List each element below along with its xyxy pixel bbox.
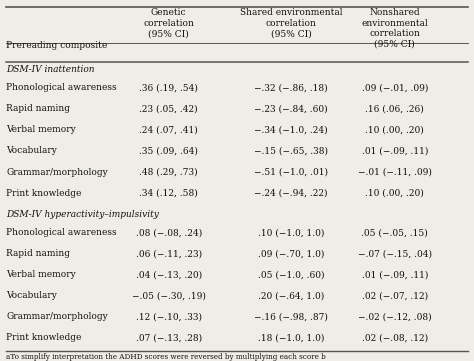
Text: −.16 (−.98, .87): −.16 (−.98, .87) — [254, 312, 328, 321]
Text: .23 (.05, .42): .23 (.05, .42) — [139, 104, 198, 113]
Text: Nonshared
environmental
correlation
(95% CI): Nonshared environmental correlation (95%… — [362, 8, 428, 48]
Text: .07 (−.13, .28): .07 (−.13, .28) — [136, 333, 202, 342]
Text: DSM-IV inattention: DSM-IV inattention — [6, 65, 95, 74]
Text: .16 (.06, .26): .16 (.06, .26) — [365, 104, 424, 113]
Text: .10 (.00, .20): .10 (.00, .20) — [365, 125, 424, 134]
Text: −.24 (−.94, .22): −.24 (−.94, .22) — [255, 188, 328, 197]
Text: .01 (−.09, .11): .01 (−.09, .11) — [362, 270, 428, 279]
Text: Vocabulary: Vocabulary — [6, 147, 57, 156]
Text: .35 (.09, .64): .35 (.09, .64) — [139, 147, 198, 156]
Text: −.01 (−.11, .09): −.01 (−.11, .09) — [358, 168, 432, 177]
Text: Grammar/morphology: Grammar/morphology — [6, 168, 108, 177]
Text: .12 (−.10, .33): .12 (−.10, .33) — [136, 312, 201, 321]
Text: .48 (.29, .73): .48 (.29, .73) — [139, 168, 198, 177]
Text: .02 (−.08, .12): .02 (−.08, .12) — [362, 333, 428, 342]
Text: .05 (−1.0, .60): .05 (−1.0, .60) — [258, 270, 324, 279]
Text: .09 (−.70, 1.0): .09 (−.70, 1.0) — [258, 249, 324, 258]
Text: .05 (−.05, .15): .05 (−.05, .15) — [362, 228, 428, 237]
Text: Verbal memory: Verbal memory — [6, 125, 76, 134]
Text: Phonological awareness: Phonological awareness — [6, 83, 117, 92]
Text: −.15 (−.65, .38): −.15 (−.65, .38) — [254, 147, 328, 156]
Text: .09 (−.01, .09): .09 (−.01, .09) — [362, 83, 428, 92]
Text: .24 (.07, .41): .24 (.07, .41) — [139, 125, 198, 134]
Text: Verbal memory: Verbal memory — [6, 270, 76, 279]
Text: DSM-IV hyperactivity–impulsivity: DSM-IV hyperactivity–impulsivity — [6, 210, 159, 219]
Text: Shared environmental
correlation
(95% CI): Shared environmental correlation (95% CI… — [240, 8, 342, 38]
Text: .34 (.12, .58): .34 (.12, .58) — [139, 188, 198, 197]
Text: Rapid naming: Rapid naming — [6, 104, 70, 113]
Text: .04 (−.13, .20): .04 (−.13, .20) — [136, 270, 202, 279]
Text: Print knowledge: Print knowledge — [6, 333, 82, 342]
Text: −.34 (−1.0, .24): −.34 (−1.0, .24) — [255, 125, 328, 134]
Text: −.02 (−.12, .08): −.02 (−.12, .08) — [358, 312, 432, 321]
Text: Print knowledge: Print knowledge — [6, 188, 82, 197]
Text: −.05 (−.30, .19): −.05 (−.30, .19) — [132, 291, 206, 300]
Text: Grammar/morphology: Grammar/morphology — [6, 312, 108, 321]
Text: Prereading composite: Prereading composite — [6, 41, 107, 50]
Text: .10 (−1.0, 1.0): .10 (−1.0, 1.0) — [258, 228, 324, 237]
Text: Genetic
correlation
(95% CI): Genetic correlation (95% CI) — [143, 8, 194, 38]
Text: Vocabulary: Vocabulary — [6, 291, 57, 300]
Text: −.51 (−1.0, .01): −.51 (−1.0, .01) — [254, 168, 328, 177]
Text: .36 (.19, .54): .36 (.19, .54) — [139, 83, 198, 92]
Text: aTo simplify interpretation the ADHD scores were reversed by multiplying each sc: aTo simplify interpretation the ADHD sco… — [6, 353, 326, 361]
Text: Phonological awareness: Phonological awareness — [6, 228, 117, 237]
Text: .01 (−.09, .11): .01 (−.09, .11) — [362, 147, 428, 156]
Text: Rapid naming: Rapid naming — [6, 249, 70, 258]
Text: .08 (−.08, .24): .08 (−.08, .24) — [136, 228, 202, 237]
Text: −.32 (−.86, .18): −.32 (−.86, .18) — [255, 83, 328, 92]
Text: .20 (−.64, 1.0): .20 (−.64, 1.0) — [258, 291, 324, 300]
Text: −.23 (−.84, .60): −.23 (−.84, .60) — [255, 104, 328, 113]
Text: .06 (−.11, .23): .06 (−.11, .23) — [136, 249, 202, 258]
Text: .10 (.00, .20): .10 (.00, .20) — [365, 188, 424, 197]
Text: .02 (−.07, .12): .02 (−.07, .12) — [362, 291, 428, 300]
Text: .18 (−1.0, 1.0): .18 (−1.0, 1.0) — [258, 333, 324, 342]
Text: −.07 (−.15, .04): −.07 (−.15, .04) — [358, 249, 432, 258]
